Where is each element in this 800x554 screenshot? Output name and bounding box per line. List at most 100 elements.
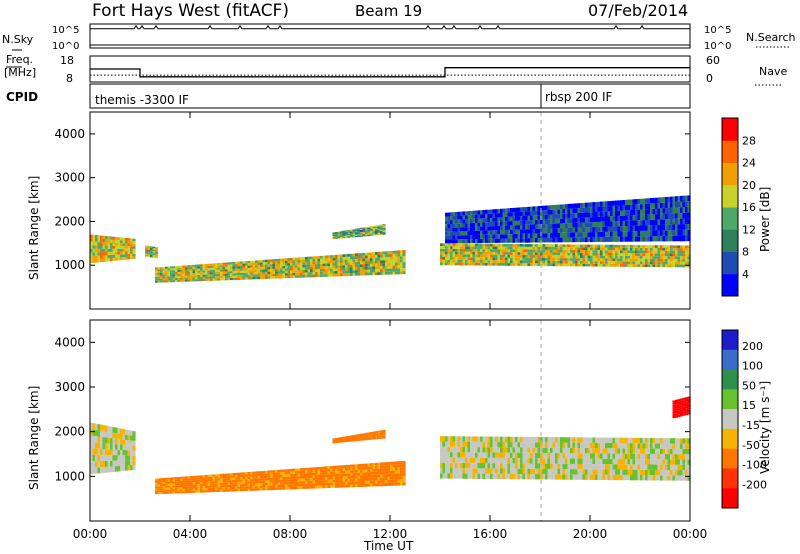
heatmap-cell — [200, 486, 204, 489]
heatmap-cell — [175, 270, 179, 272]
heatmap-cell — [255, 272, 259, 275]
heatmap-cell — [637, 437, 641, 444]
heatmap-cell — [392, 473, 396, 477]
heatmap-cell — [525, 249, 529, 253]
heatmap-cell — [490, 257, 494, 261]
heatmap-cell — [200, 274, 204, 277]
heatmap-cell — [540, 233, 544, 238]
heatmap-cell — [492, 473, 496, 479]
heatmap-cell — [245, 265, 249, 268]
heatmap-cell — [462, 235, 466, 240]
heatmap-cell — [390, 482, 394, 486]
heatmap-cell — [382, 462, 386, 466]
heatmap-cell — [270, 259, 274, 262]
heatmap-cell — [282, 487, 286, 490]
heatmap-cell — [170, 491, 174, 494]
heatmap-cell — [367, 480, 371, 484]
heatmap-cell — [247, 474, 251, 477]
heatmap-cell — [262, 483, 266, 486]
heatmap-cell — [575, 244, 579, 248]
heatmap-cell — [682, 248, 686, 251]
heatmap-cell — [370, 437, 374, 439]
heatmap-cell — [575, 217, 579, 223]
heatmap-cell — [677, 235, 681, 242]
heatmap-cell — [650, 469, 654, 476]
heatmap-cell — [100, 436, 104, 443]
heatmap-cell — [475, 246, 479, 250]
heatmap-cell — [497, 468, 501, 474]
heatmap-cell — [350, 478, 354, 482]
heatmap-cell — [495, 463, 499, 469]
heatmap-cell — [352, 264, 356, 268]
heatmap-cell — [342, 479, 346, 482]
heatmap-cell — [557, 223, 561, 229]
heatmap-cell — [687, 248, 691, 251]
heatmap-cell — [450, 216, 454, 221]
heatmap-cell — [480, 230, 484, 235]
heatmap-cell — [507, 452, 511, 458]
heatmap-cell — [380, 430, 384, 432]
heatmap-cell — [522, 447, 526, 453]
heatmap-cell — [107, 432, 111, 438]
heatmap-cell — [90, 248, 94, 253]
heatmap-cell — [367, 438, 371, 440]
heatmap-cell — [375, 468, 379, 472]
heatmap-cell — [370, 226, 374, 228]
heatmap-cell — [105, 258, 109, 262]
heatmap-cell — [340, 440, 344, 442]
heatmap-cell — [582, 252, 586, 256]
heatmap-cell — [237, 273, 241, 276]
heatmap-cell — [532, 215, 536, 220]
heatmap-cell — [520, 463, 524, 469]
heatmap-cell — [232, 484, 236, 487]
heatmap-cell — [640, 209, 644, 215]
heatmap-cell — [220, 278, 224, 281]
heatmap-cell — [290, 481, 294, 485]
heatmap-cell — [552, 453, 556, 459]
heatmap-cell — [587, 222, 591, 228]
heatmap-cell — [95, 248, 99, 253]
heatmap-cell — [632, 256, 636, 259]
heatmap-cell — [665, 253, 669, 257]
heatmap-cell — [325, 471, 329, 475]
heatmap-cell — [357, 258, 361, 262]
heatmap-cell — [115, 245, 119, 249]
heatmap-cell — [300, 267, 304, 271]
heatmap-cell — [592, 448, 596, 454]
heatmap-cell — [100, 252, 104, 256]
heatmap-cell — [687, 235, 691, 242]
heatmap-cell — [640, 443, 644, 449]
heatmap-cell — [402, 250, 406, 254]
heatmap-cell — [535, 260, 539, 264]
heatmap-cell — [367, 258, 371, 261]
heatmap-cell — [332, 255, 336, 258]
heatmap-cell — [640, 469, 644, 475]
heatmap-cell — [595, 247, 599, 251]
heatmap-cell — [500, 246, 504, 250]
heatmap-cell — [585, 474, 589, 480]
heatmap-cell — [370, 233, 374, 235]
heatmap-cell — [460, 249, 464, 252]
heatmap-cell — [570, 463, 574, 470]
heatmap-cell — [352, 253, 356, 257]
heatmap-cell — [687, 206, 691, 213]
heatmap-cell — [620, 258, 624, 262]
heatmap-cell — [240, 481, 244, 485]
heatmap-cell — [317, 485, 321, 489]
heatmap-cell — [577, 244, 581, 248]
heatmap-cell — [455, 231, 459, 236]
heatmap-cell — [102, 255, 106, 259]
heatmap-cell — [360, 230, 364, 232]
heatmap-cell — [522, 458, 526, 464]
heatmap-cell — [180, 277, 184, 280]
xtick-label: 04:00 — [173, 527, 208, 541]
heatmap-cell — [362, 234, 366, 236]
heatmap-cell — [235, 277, 239, 280]
heatmap-cell — [645, 464, 649, 470]
heatmap-cell — [585, 453, 589, 459]
heatmap-cell — [342, 437, 346, 439]
heatmap-cell — [580, 207, 584, 213]
heatmap-cell — [350, 229, 354, 231]
heatmap-cell — [642, 256, 646, 259]
heatmap-cell — [557, 209, 561, 215]
